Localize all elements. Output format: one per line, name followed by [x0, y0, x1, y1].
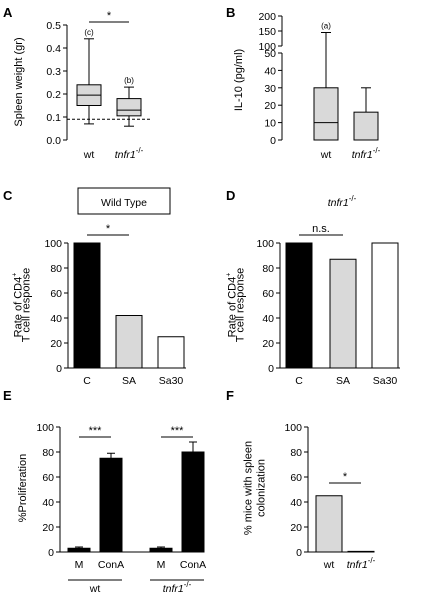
panel-c-y-axis-tick-label: 0	[56, 363, 62, 375]
group-label-wt: wt	[89, 583, 101, 594]
box-annotation: (a)	[321, 22, 331, 31]
panel-e-y-axis-tick-label: 60	[42, 472, 54, 484]
panel-b-tick-label: 40	[264, 65, 276, 77]
box-annotation: (c)	[84, 28, 94, 37]
panel-e-y-axis-tick-label: 0	[48, 547, 54, 559]
box	[313, 87, 339, 141]
panel-d-significance-text: n.s.	[312, 223, 330, 235]
bar	[157, 336, 185, 369]
panel-d-y-axis-tick-label: 20	[262, 338, 274, 350]
panel-f-y-axis-tick-label: 60	[290, 472, 302, 484]
panel-f-y-axis-tick-label: 40	[290, 497, 302, 509]
panel-d-y-axis-tick-label: 80	[262, 263, 274, 275]
bar	[371, 242, 399, 369]
bar	[181, 451, 205, 553]
panel-label: A	[3, 5, 13, 20]
panel-c-header-box	[77, 187, 171, 215]
box-annotation: (b)	[124, 76, 134, 85]
panel-f-y-axis-tick-label: 20	[290, 522, 302, 534]
panel-e-y-axis-tick-label: 80	[42, 447, 54, 459]
bar	[329, 258, 357, 369]
x-label: wt	[323, 559, 335, 571]
panel-b-x-label: wt	[320, 149, 332, 161]
panel-b-tick-label: 10	[264, 118, 276, 130]
panel-a-y-axis-tick-label: 0.1	[46, 112, 61, 124]
panel-a-y-axis-tick-label: 0.3	[46, 66, 61, 78]
panel-e-y-axis-tick-label: 100	[36, 422, 54, 434]
x-label: ConA	[98, 559, 124, 571]
panel-e-y-axis-tick-label: 40	[42, 497, 54, 509]
x-label: SA	[336, 375, 350, 387]
x-label: C	[295, 375, 303, 387]
panel-b-x-label: tnfr1-/-	[352, 146, 381, 161]
panel-e-y-title: %Proliferation	[17, 454, 29, 522]
panel-f-y-axis-tick-label: 80	[290, 447, 302, 459]
bar	[99, 457, 123, 553]
bar	[347, 550, 375, 553]
panel-a-x-label: wt	[83, 149, 95, 161]
panel-f-y-title: % mice with spleencolonization	[243, 441, 268, 535]
panel-b-tick-label: 0	[270, 135, 276, 147]
panel-d-header: tnfr1-/-	[328, 194, 357, 209]
x-label: SA	[122, 375, 136, 387]
panel-a-y-axis-tick-label: 0.5	[46, 20, 61, 32]
panel-b-tick-label: 200	[258, 11, 276, 23]
panel-c-y-axis-tick-label: 60	[50, 288, 62, 300]
panel-f-y-axis-tick-label: 100	[284, 422, 302, 434]
box	[116, 98, 142, 117]
bar	[149, 547, 173, 553]
panel-b-tick-label: 30	[264, 83, 276, 95]
panel-c-y-axis-tick-label: 40	[50, 313, 62, 325]
panel-f-y-axis-tick-label: 0	[296, 547, 302, 559]
panel-a-x-label: tnfr1-/-	[115, 146, 144, 161]
x-label: Sa30	[373, 375, 398, 387]
box	[353, 111, 379, 141]
group-label-tnfr1: tnfr1-/-	[163, 580, 192, 594]
panel-b-tick-label: 20	[264, 100, 276, 112]
panel-a-y-axis-tick-label: 0.0	[46, 135, 61, 147]
panel-f-significance-text: *	[343, 471, 348, 483]
panel-b-y-title: IL-10 (pg/ml)	[233, 49, 245, 111]
bar	[73, 242, 101, 369]
panel-d-y-axis-tick-label: 60	[262, 288, 274, 300]
panel-e-significance-text: ***	[89, 425, 103, 437]
panel-a-y-axis-tick-label: 0.2	[46, 89, 61, 101]
x-label: ConA	[180, 559, 206, 571]
panel-d-y-axis-tick-label: 100	[256, 238, 274, 250]
panel-b-tick-label: 50	[264, 48, 276, 60]
panel-c-significance-text: *	[106, 223, 111, 235]
panel-c-header: Wild Type	[101, 197, 147, 209]
x-label: tnfr1-/-	[347, 556, 376, 571]
bar	[67, 547, 91, 553]
panel-c-y-axis-tick-label: 80	[50, 263, 62, 275]
bar	[115, 315, 143, 369]
panel-label: B	[226, 5, 235, 20]
panel-d-y-axis-tick-label: 40	[262, 313, 274, 325]
panel-b-tick-label: 150	[258, 26, 276, 38]
panel-a-significance-text: *	[107, 10, 112, 22]
panel-c-y-title: Rate of CD4+ T cell response	[12, 268, 33, 342]
x-label: M	[157, 559, 166, 571]
x-label: M	[75, 559, 84, 571]
panel-a-y-title: Spleen weight (gr)	[13, 37, 25, 126]
panel-label: E	[3, 388, 12, 403]
bar	[285, 242, 313, 369]
bar	[315, 495, 343, 553]
x-label: Sa30	[159, 375, 184, 387]
panel-e-significance-text: ***	[171, 425, 185, 437]
panel-d-y-axis-tick-label: 0	[268, 363, 274, 375]
panel-a-y-axis-tick-label: 0.4	[46, 43, 61, 55]
x-label: C	[83, 375, 91, 387]
panel-d-y-title: Rate of CD4+ T cell response	[226, 268, 247, 342]
panel-c-y-axis-tick-label: 100	[44, 238, 62, 250]
panel-label: F	[226, 388, 234, 403]
panel-e-y-axis-tick-label: 20	[42, 522, 54, 534]
panel-c-y-axis-tick-label: 20	[50, 338, 62, 350]
panel-label: C	[3, 188, 13, 203]
panel-label: D	[226, 188, 235, 203]
panel-b-tick-label: 100	[258, 41, 276, 53]
